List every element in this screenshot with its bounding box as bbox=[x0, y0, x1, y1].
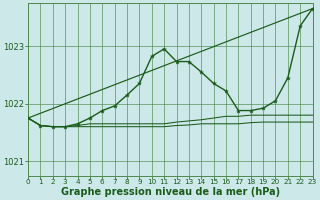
X-axis label: Graphe pression niveau de la mer (hPa): Graphe pression niveau de la mer (hPa) bbox=[61, 187, 280, 197]
